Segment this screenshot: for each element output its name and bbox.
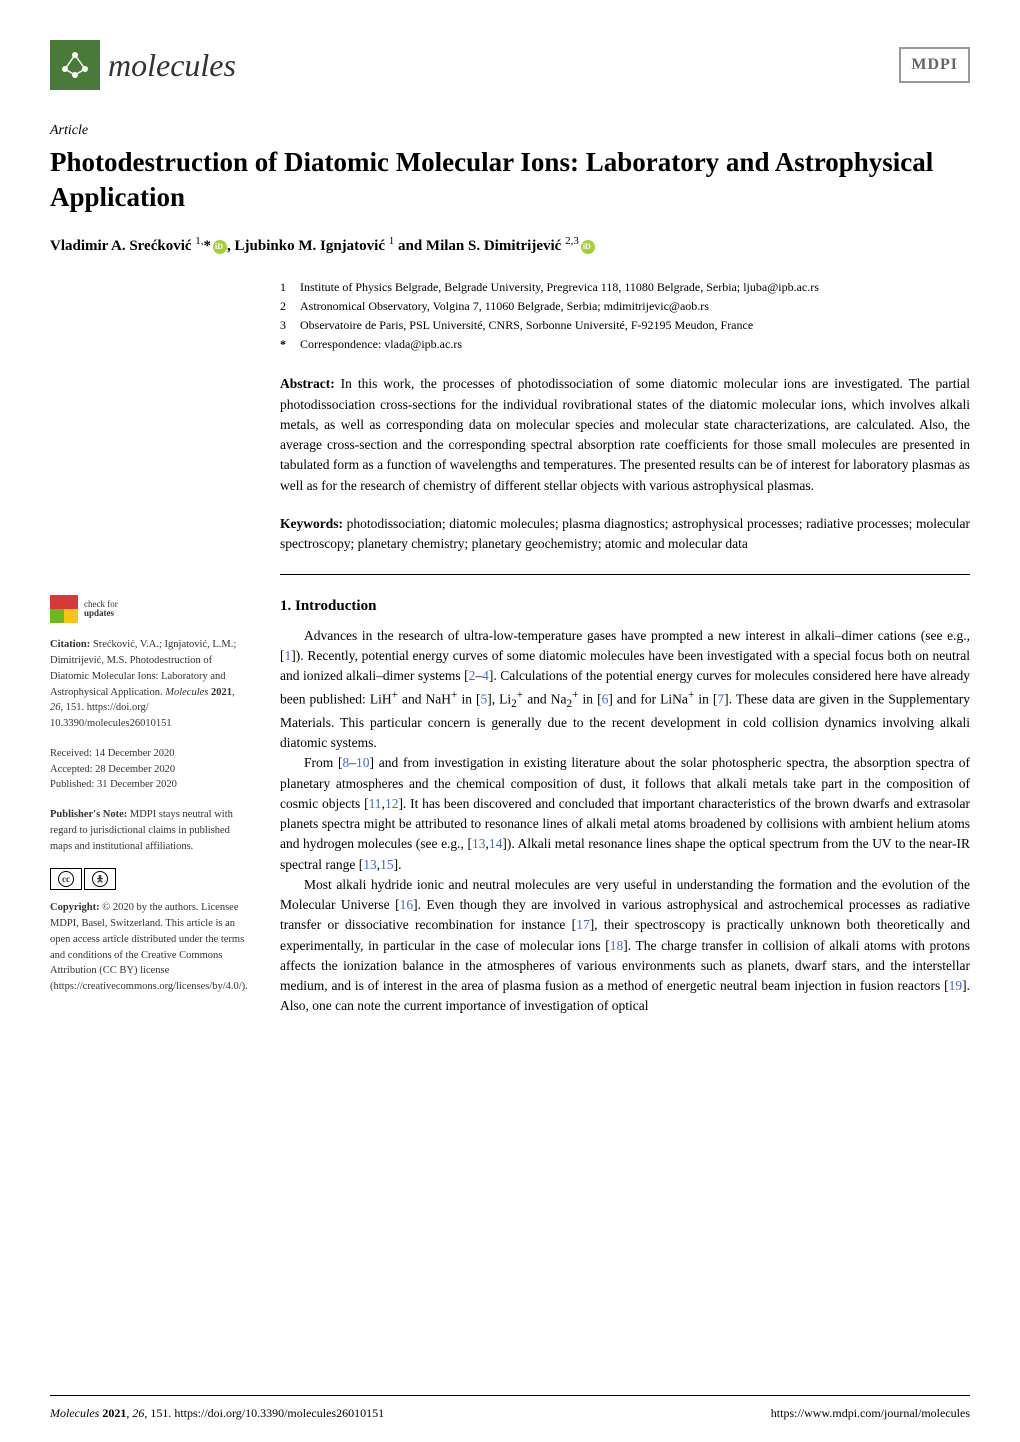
page-header: molecules MDPI bbox=[50, 40, 970, 90]
check-updates-icon bbox=[50, 595, 78, 623]
keywords-label: Keywords: bbox=[280, 516, 343, 531]
main-content: 1. Introduction Advances in the research… bbox=[280, 595, 970, 1016]
by-icon: 🯅 bbox=[84, 868, 116, 890]
keywords-text: photodissociation; diatomic molecules; p… bbox=[280, 516, 970, 551]
authors: Vladimir A. Srećković 1,*, Ljubinko M. I… bbox=[50, 233, 970, 258]
journal-name: molecules bbox=[108, 41, 236, 89]
abstract-text: In this work, the processes of photodiss… bbox=[280, 376, 970, 492]
affiliation-1: Institute of Physics Belgrade, Belgrade … bbox=[300, 278, 819, 297]
copyright-label: Copyright: bbox=[50, 902, 100, 913]
sidebar: check forupdates Citation: Srećković, V.… bbox=[50, 595, 250, 1016]
keywords: Keywords: photodissociation; diatomic mo… bbox=[280, 514, 970, 555]
received-date: Received: 14 December 2020 bbox=[50, 746, 250, 762]
footer-left: Molecules 2021, 26, 151. https://doi.org… bbox=[50, 1404, 384, 1422]
molecules-icon bbox=[50, 40, 100, 90]
publisher-logo: MDPI bbox=[899, 47, 970, 83]
citation-label: Citation: bbox=[50, 639, 90, 650]
copyright-text: © 2020 by the authors. Licensee MDPI, Ba… bbox=[50, 902, 248, 992]
paragraph-2: From [8–10] and from investigation in ex… bbox=[280, 753, 970, 875]
cc-license-badge: cc 🯅 bbox=[50, 868, 250, 890]
paragraph-1: Advances in the research of ultra-low-te… bbox=[280, 626, 970, 753]
check-updates-badge[interactable]: check forupdates bbox=[50, 595, 250, 623]
publisher-note: Publisher's Note: MDPI stays neutral wit… bbox=[50, 807, 250, 854]
cc-icon: cc bbox=[50, 868, 82, 890]
paragraph-3: Most alkali hydride ionic and neutral mo… bbox=[280, 875, 970, 1017]
affiliations: 1Institute of Physics Belgrade, Belgrade… bbox=[280, 278, 970, 355]
footer-right: https://www.mdpi.com/journal/molecules bbox=[771, 1404, 970, 1422]
article-title: Photodestruction of Diatomic Molecular I… bbox=[50, 145, 970, 215]
abstract-label: Abstract: bbox=[280, 376, 335, 391]
abstract: Abstract: In this work, the processes of… bbox=[280, 374, 970, 496]
correspondence: Correspondence: vlada@ipb.ac.rs bbox=[300, 335, 462, 354]
citation-block: Citation: Srećković, V.A.; Ignjatović, L… bbox=[50, 637, 250, 732]
accepted-date: Accepted: 28 December 2020 bbox=[50, 762, 250, 778]
section-heading: 1. Introduction bbox=[280, 595, 970, 618]
orcid-icon bbox=[213, 240, 227, 254]
publisher-note-label: Publisher's Note: bbox=[50, 809, 127, 820]
journal-logo: molecules bbox=[50, 40, 236, 90]
check-updates-text: check forupdates bbox=[84, 600, 118, 620]
affiliation-2: Astronomical Observatory, Volgina 7, 110… bbox=[300, 297, 709, 316]
affiliation-3: Observatoire de Paris, PSL Université, C… bbox=[300, 316, 753, 335]
orcid-icon bbox=[581, 240, 595, 254]
published-date: Published: 31 December 2020 bbox=[50, 777, 250, 793]
divider bbox=[280, 574, 970, 575]
article-type: Article bbox=[50, 120, 970, 141]
page-footer: Molecules 2021, 26, 151. https://doi.org… bbox=[50, 1395, 970, 1422]
citation-text: Srećković, V.A.; Ignjatović, L.M.; Dimit… bbox=[50, 639, 236, 729]
copyright-block: Copyright: © 2020 by the authors. Licens… bbox=[50, 900, 250, 995]
body-text: Advances in the research of ultra-low-te… bbox=[280, 626, 970, 1017]
dates-block: Received: 14 December 2020 Accepted: 28 … bbox=[50, 746, 250, 793]
